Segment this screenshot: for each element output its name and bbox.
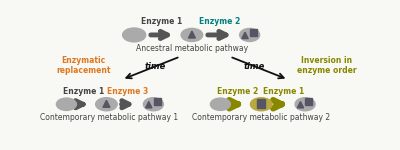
Ellipse shape: [123, 28, 146, 42]
Text: Inversion in
enzyme order: Inversion in enzyme order: [297, 56, 356, 75]
Polygon shape: [154, 98, 161, 105]
Polygon shape: [297, 102, 304, 108]
Text: Ancestral metabolic pathway: Ancestral metabolic pathway: [136, 44, 248, 53]
Polygon shape: [242, 32, 248, 39]
Ellipse shape: [144, 98, 164, 111]
Polygon shape: [188, 31, 195, 38]
Text: Enzyme 1: Enzyme 1: [141, 17, 182, 26]
Ellipse shape: [240, 28, 260, 42]
Polygon shape: [103, 100, 110, 107]
Polygon shape: [250, 29, 257, 36]
Text: Enzyme 2: Enzyme 2: [199, 17, 240, 26]
Text: Enzyme 2: Enzyme 2: [218, 87, 259, 96]
Polygon shape: [146, 102, 152, 108]
Ellipse shape: [96, 98, 117, 111]
Text: Contemporary metabolic pathway 2: Contemporary metabolic pathway 2: [192, 114, 330, 123]
Text: time: time: [145, 62, 166, 71]
Ellipse shape: [181, 28, 203, 42]
Text: Enzyme 1: Enzyme 1: [263, 87, 304, 96]
Ellipse shape: [56, 98, 76, 110]
Ellipse shape: [295, 98, 315, 111]
Text: Enzyme 1: Enzyme 1: [64, 87, 105, 96]
Ellipse shape: [250, 98, 272, 111]
Text: Contemporary metabolic pathway 1: Contemporary metabolic pathway 1: [40, 114, 178, 123]
Text: time: time: [244, 62, 265, 71]
Polygon shape: [257, 99, 266, 108]
Text: Enzymatic
replacement: Enzymatic replacement: [56, 56, 110, 75]
Text: Enzyme 3: Enzyme 3: [107, 87, 149, 96]
Ellipse shape: [210, 98, 230, 110]
Polygon shape: [306, 98, 312, 105]
